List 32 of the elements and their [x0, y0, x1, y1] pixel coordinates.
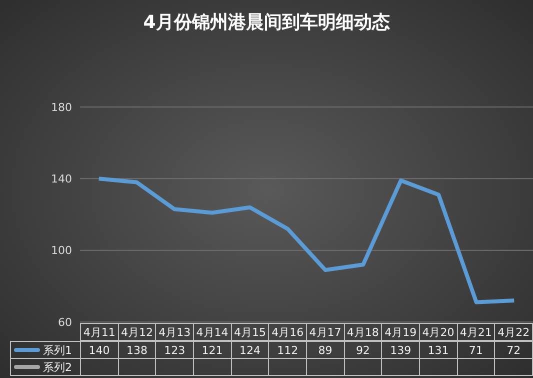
data-label: 112: [268, 342, 306, 358]
x-tick-label: 4月17: [306, 324, 344, 340]
x-tick-label: 4月16: [268, 324, 306, 340]
y-tick-label: 140: [51, 172, 72, 186]
legend-label: 系列2: [43, 360, 72, 374]
data-label: 92: [344, 342, 382, 358]
x-tick-label: 4月22: [494, 324, 532, 340]
data-label: 72: [494, 342, 532, 358]
chart-title: 4月份锦州港晨间到车明细动态: [142, 11, 391, 34]
line-series: [96, 176, 516, 304]
x-tick-label: 4月19: [382, 324, 420, 340]
data-label: 124: [231, 342, 269, 358]
data-label: 139: [382, 342, 420, 358]
x-tick-label: 4月11: [80, 324, 118, 340]
data-label: 131: [419, 342, 458, 358]
y-tick-label: 180: [51, 100, 72, 114]
legend-label: 系列1: [43, 344, 72, 356]
x-tick-label: 4月12: [118, 324, 156, 340]
x-tick-label: 4月18: [344, 324, 382, 340]
x-tick-label: 4月14: [193, 324, 232, 340]
data-label: 138: [118, 342, 156, 358]
y-tick-label: 100: [51, 244, 72, 258]
data-label: 121: [193, 342, 232, 358]
data-label: 123: [156, 342, 194, 358]
data-label: 89: [306, 342, 344, 358]
y-tick-label: 60: [58, 316, 72, 329]
x-tick-label: 4月15: [231, 324, 269, 340]
x-tick-label: 4月21: [457, 324, 495, 340]
data-label: 140: [80, 342, 118, 358]
x-tick-label: 4月13: [156, 324, 194, 340]
data-label: 71: [457, 342, 495, 358]
x-tick-label: 4月20: [419, 324, 458, 340]
